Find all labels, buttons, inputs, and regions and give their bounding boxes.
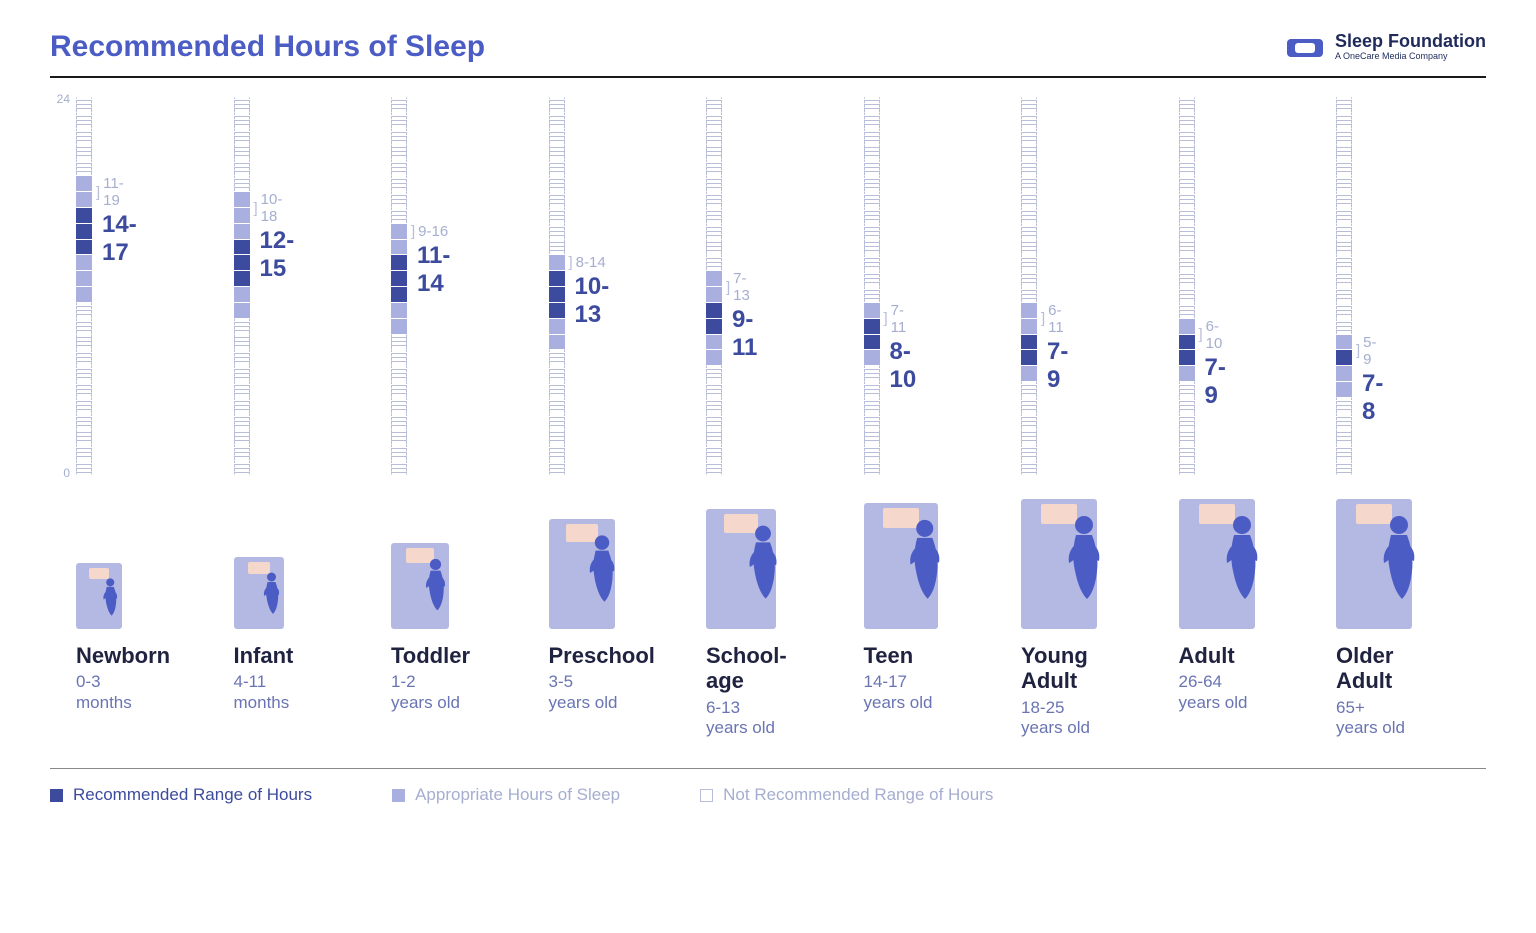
age-column: ]6-117-9 YoungAdult18-25years old — [1021, 96, 1171, 738]
hours-bar — [234, 96, 250, 476]
divider-bottom — [50, 768, 1486, 769]
hours-bar — [1021, 96, 1037, 476]
age-column: ]6-107-9 Adult 26-64years old — [1179, 96, 1329, 738]
appropriate-range-label: ]6-10 — [1199, 318, 1226, 352]
brand-name: Sleep Foundation — [1335, 32, 1486, 52]
header: Recommended Hours of Sleep Sleep Foundat… — [50, 30, 1486, 64]
age-group-name: Preschool — [549, 643, 655, 668]
legend-label: Not Recommended Range of Hours — [723, 785, 993, 805]
brand-subtitle: A OneCare Media Company — [1335, 52, 1486, 62]
appropriate-range-label: ]7-11 — [884, 302, 917, 336]
appropriate-range-label: ]5-9 — [1356, 334, 1383, 368]
age-column: ]5-97-8 OlderAdult65+years old — [1336, 96, 1486, 738]
bed-illustration — [391, 494, 449, 629]
legend-item: Not Recommended Range of Hours — [700, 785, 993, 805]
age-range-text: 4-11months — [234, 672, 294, 713]
age-column: ]9-16 11-14 Toddler 1-2years old — [391, 96, 541, 738]
legend-label: Appropriate Hours of Sleep — [415, 785, 620, 805]
age-column: ]7-139-11 School-age6-13years old — [706, 96, 856, 738]
bed-illustration — [549, 494, 615, 629]
recommended-range-label: 10-13 — [575, 273, 610, 329]
age-group-name: OlderAdult — [1336, 643, 1405, 694]
hours-bar — [1179, 96, 1195, 476]
recommended-range-label: 9-11 — [732, 306, 757, 362]
age-group-name: Adult — [1179, 643, 1248, 668]
age-range-text: 1-2years old — [391, 672, 470, 713]
age-range-text: 26-64years old — [1179, 672, 1248, 713]
age-group-name: YoungAdult — [1021, 643, 1090, 694]
legend-label: Recommended Range of Hours — [73, 785, 312, 805]
recommended-range-label: 12-15 — [260, 227, 295, 283]
divider-top — [50, 76, 1486, 78]
appropriate-range-label: ]6-11 — [1041, 302, 1068, 336]
age-range-text: 65+years old — [1336, 698, 1405, 739]
y-min-label: 0 — [63, 466, 70, 480]
bed-illustration — [706, 494, 776, 629]
age-column: ]11-1914-17 Newborn 0-3months — [76, 96, 226, 738]
y-max-label: 24 — [57, 92, 70, 106]
age-range-text: 18-25years old — [1021, 698, 1090, 739]
bed-illustration — [234, 494, 284, 629]
age-group-name: Infant — [234, 643, 294, 668]
age-group-name: Toddler — [391, 643, 470, 668]
age-range-text: 0-3months — [76, 672, 170, 713]
columns-container: ]11-1914-17 Newborn 0-3months ]10-1812-15 … — [76, 96, 1486, 738]
age-range-text: 3-5years old — [549, 672, 655, 713]
page-title: Recommended Hours of Sleep — [50, 30, 485, 64]
appropriate-range-label: ]7-13 — [726, 270, 757, 304]
recommended-range-label: 14-17 — [102, 211, 137, 267]
age-column: ]8-14 10-13 Preschool 3-5years old — [549, 96, 699, 738]
brand-block: Sleep Foundation A OneCare Media Company — [1285, 32, 1486, 62]
legend-swatch-icon — [50, 789, 63, 802]
appropriate-range-label: ]11-19 — [96, 175, 137, 209]
bed-illustration — [1336, 494, 1412, 629]
recommended-range-label: 7-8 — [1362, 370, 1383, 426]
recommended-range-label: 11-14 — [417, 242, 450, 298]
hours-bar — [76, 96, 92, 476]
y-axis: 24 0 — [50, 96, 76, 476]
age-group-name: Teen — [864, 643, 933, 668]
legend-swatch-icon — [700, 789, 713, 802]
hours-bar — [549, 96, 565, 476]
hours-bar — [706, 96, 722, 476]
bed-illustration — [864, 494, 938, 629]
legend-item: Appropriate Hours of Sleep — [392, 785, 620, 805]
legend-item: Recommended Range of Hours — [50, 785, 312, 805]
bed-illustration — [1021, 494, 1097, 629]
pillow-logo-icon — [1285, 33, 1325, 61]
age-column: ]7-118-10 Teen 14-17years old — [864, 96, 1014, 738]
legend-swatch-icon — [392, 789, 405, 802]
recommended-range-label: 7-9 — [1205, 354, 1226, 410]
age-column: ]10-1812-15 Infant 4-11months — [234, 96, 384, 738]
bed-illustration — [1179, 494, 1255, 629]
hours-bar — [864, 96, 880, 476]
recommended-range-label: 8-10 — [890, 338, 917, 394]
appropriate-range-label: ]10-18 — [254, 191, 295, 225]
legend: Recommended Range of Hours Appropriate Ho… — [50, 785, 1486, 805]
bed-illustration — [76, 494, 122, 629]
age-range-text: 14-17years old — [864, 672, 933, 713]
chart-area: 24 0 ]11-1914-17 Newborn0-3months]10-181… — [50, 96, 1486, 738]
appropriate-range-label: ]8-14 — [569, 254, 610, 271]
age-group-name: Newborn — [76, 643, 170, 668]
age-group-name: School-age — [706, 643, 787, 694]
hours-bar — [1336, 96, 1352, 476]
age-range-text: 6-13years old — [706, 698, 787, 739]
hours-bar — [391, 96, 407, 476]
appropriate-range-label: ]9-16 — [411, 223, 450, 240]
recommended-range-label: 7-9 — [1047, 338, 1068, 394]
